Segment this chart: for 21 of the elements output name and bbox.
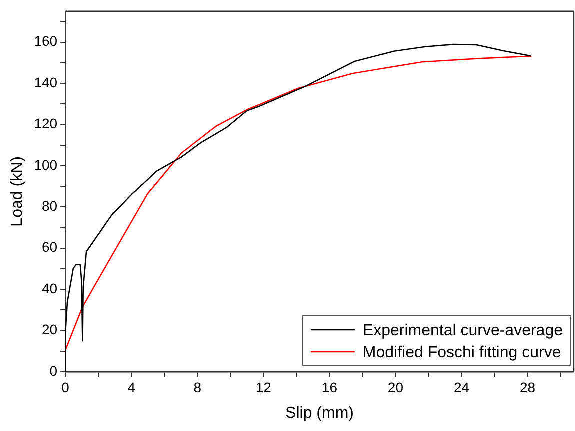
x-axis-title: Slip (mm) (286, 404, 354, 422)
x-tick-label: 12 (256, 379, 272, 396)
x-tick-label: 16 (322, 379, 338, 396)
x-tick-label: 20 (388, 379, 404, 396)
x-tick-label: 28 (520, 379, 536, 396)
y-axis-title: Load (kN) (9, 156, 26, 227)
y-tick-label: 120 (34, 116, 58, 132)
legend-label: Experimental curve-average (362, 322, 564, 340)
y-tick-label: 160 (34, 33, 58, 50)
legend-label: Modified Foschi fitting curve (362, 344, 562, 362)
y-tick-label: 100 (34, 156, 58, 173)
x-tick-label: 0 (62, 379, 70, 396)
y-tick-label: 80 (42, 198, 58, 214)
y-tick-label: 20 (42, 322, 58, 338)
x-tick-label: 8 (194, 379, 202, 396)
y-tick-label: 40 (42, 280, 58, 296)
x-tick-label: 24 (454, 379, 470, 396)
y-tick-label: 0 (50, 362, 58, 379)
y-tick-label: 140 (34, 74, 58, 90)
y-tick-label: 60 (42, 239, 58, 256)
x-tick-label: 4 (128, 379, 136, 396)
